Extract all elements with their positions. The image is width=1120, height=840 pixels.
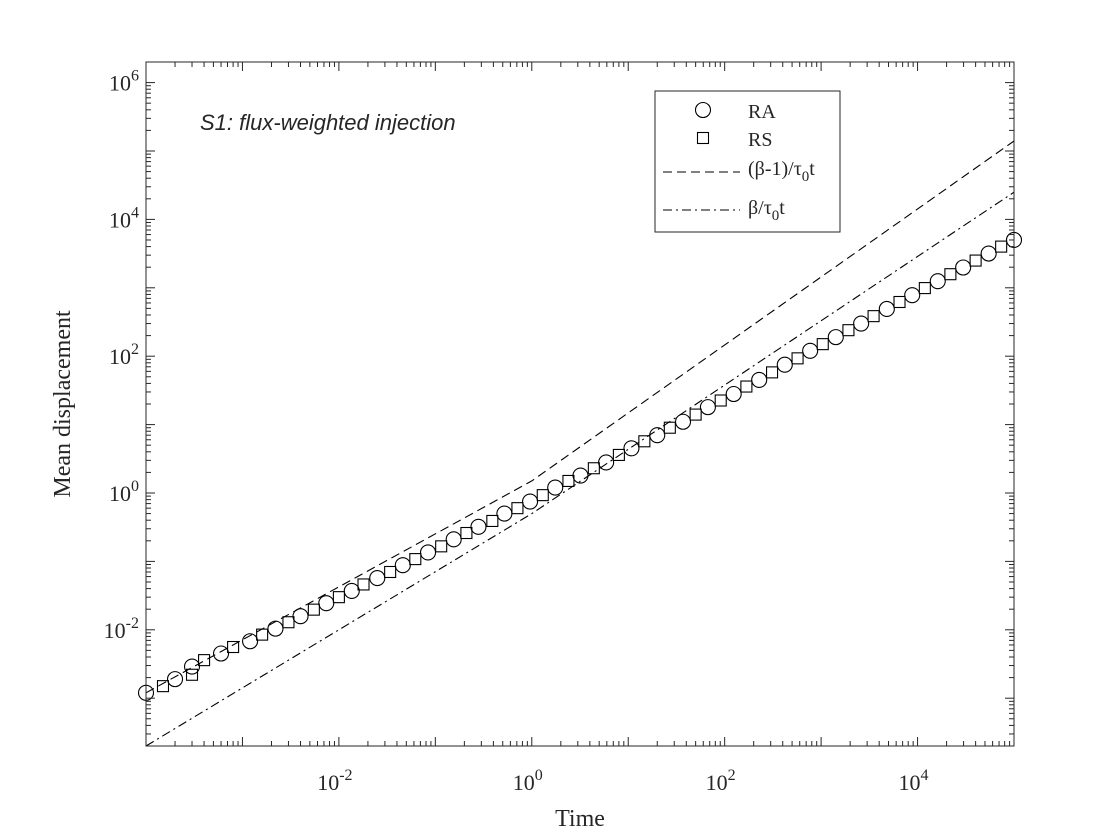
data-point-ra	[904, 287, 921, 304]
plot-area	[146, 62, 1014, 746]
data-point-ra	[827, 329, 844, 346]
data-point-ra	[929, 273, 946, 290]
data-point-rs	[918, 282, 931, 295]
data-point-ra	[547, 479, 564, 496]
data-point-rs	[536, 489, 549, 502]
data-point-rs	[842, 324, 855, 337]
data-point-rs	[791, 352, 804, 365]
legend-ra-label: RA	[748, 101, 776, 123]
data-point-rs	[227, 640, 240, 654]
data-point-rs	[638, 435, 651, 448]
data-point-rs	[332, 591, 345, 604]
y-tick-label: 10-2	[104, 615, 139, 643]
data-point-rs	[511, 502, 524, 515]
data-point-rs	[587, 462, 600, 475]
data-point-rs	[307, 603, 320, 616]
series-line-dashdot	[145, 191, 1015, 747]
series-line-dashed	[145, 140, 1015, 694]
data-point-rs	[714, 394, 727, 407]
data-point-rs	[156, 680, 170, 693]
data-point-rs	[460, 526, 473, 540]
data-point-rs	[740, 380, 753, 393]
legend-dashed-label: (β-1)/τ0t	[748, 158, 815, 185]
data-point-ra	[183, 658, 201, 675]
legend-rs-marker	[696, 131, 710, 145]
data-point-ra	[470, 518, 487, 535]
data-point-ra	[853, 315, 870, 332]
data-point-ra	[522, 493, 539, 510]
data-point-ra	[776, 356, 793, 373]
data-point-ra	[445, 531, 462, 548]
data-point-rs	[409, 553, 422, 566]
x-tick-label: 10-2	[317, 767, 352, 795]
x-tick-label: 104	[899, 767, 929, 795]
data-point-ra	[980, 245, 997, 262]
data-point-ra	[166, 671, 184, 688]
data-point-ra	[242, 633, 259, 650]
legend-box	[654, 90, 841, 233]
y-axis-label: Mean displacement	[50, 310, 76, 498]
data-point-ra	[369, 570, 386, 587]
data-point-rs	[816, 338, 829, 351]
data-marks	[137, 140, 1023, 747]
legend: RA RS (β-1)/τ0t β/τ0t	[654, 90, 841, 233]
y-tick-label: 102	[109, 341, 139, 369]
data-point-rs	[867, 310, 880, 323]
data-point-rs	[435, 540, 448, 553]
chart-annotation: S1: flux-weighted injection	[200, 110, 456, 135]
data-point-rs	[766, 366, 779, 379]
legend-ra-marker	[694, 101, 712, 119]
data-point-rs	[198, 654, 211, 667]
axis-ticks: 10-2 100 102 104 10-2 100 102 104 106	[104, 62, 1015, 795]
data-point-ra	[802, 342, 819, 359]
data-point-rs	[969, 254, 982, 267]
y-tick-label: 106	[109, 68, 139, 96]
data-point-ra	[878, 300, 895, 318]
data-point-rs	[612, 448, 625, 461]
data-point-rs	[995, 240, 1008, 253]
data-point-ra	[751, 371, 768, 388]
data-point-rs	[689, 408, 702, 421]
data-point-ra	[343, 582, 360, 599]
legend-dashdot-label: β/τ0t	[748, 197, 785, 224]
data-point-ra	[419, 544, 437, 561]
x-tick-label: 102	[706, 767, 736, 795]
data-point-ra	[212, 645, 230, 662]
data-point-rs	[562, 474, 575, 487]
data-point-rs	[384, 565, 397, 579]
data-point-ra	[623, 440, 640, 457]
data-point-ra	[394, 557, 411, 574]
data-point-rs	[357, 578, 370, 591]
data-point-rs	[282, 616, 295, 629]
data-point-ra	[699, 399, 716, 416]
data-point-rs	[944, 268, 957, 281]
x-axis-label: Time	[555, 806, 605, 832]
y-tick-label: 104	[109, 204, 139, 232]
data-point-rs	[185, 668, 199, 681]
data-point-rs	[486, 514, 499, 528]
data-point-ra	[725, 385, 742, 403]
x-tick-label: 100	[513, 767, 543, 795]
y-tick-label: 100	[109, 478, 139, 506]
data-point-rs	[893, 295, 906, 309]
data-point-ra	[955, 259, 972, 276]
legend-rs-label: RS	[748, 129, 772, 151]
